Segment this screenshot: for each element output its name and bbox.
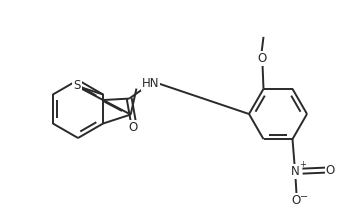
Text: O: O <box>257 52 266 65</box>
Text: N: N <box>291 165 300 178</box>
Text: +: + <box>299 160 306 169</box>
Text: O: O <box>326 164 335 177</box>
Text: Cl: Cl <box>142 77 153 90</box>
Text: S: S <box>73 79 81 92</box>
Text: −: − <box>300 192 308 202</box>
Text: O: O <box>292 194 301 207</box>
Text: HN: HN <box>142 77 159 90</box>
Text: O: O <box>129 121 138 134</box>
